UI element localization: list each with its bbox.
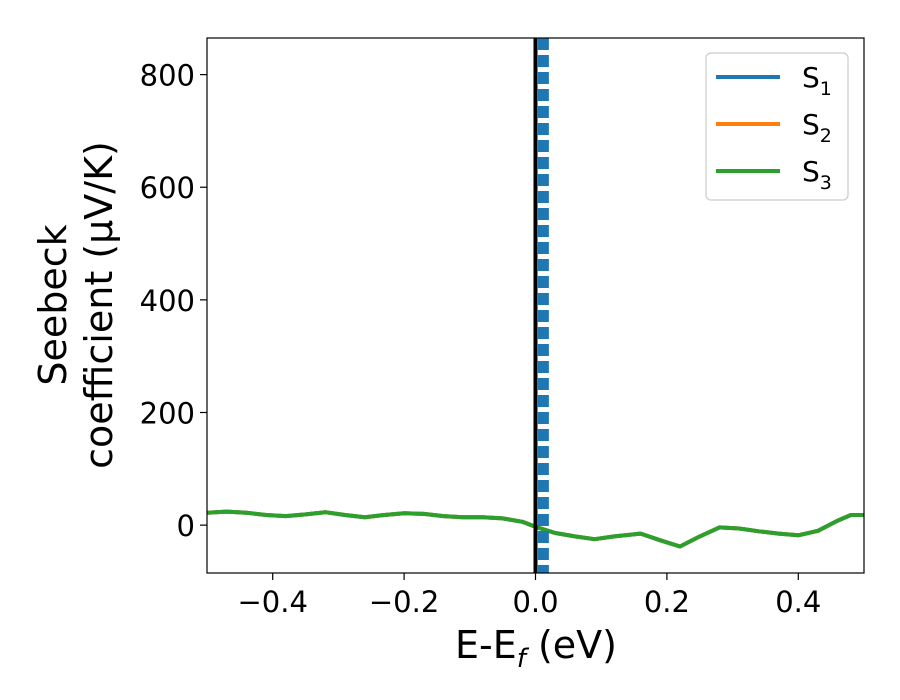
y-tick-label: 600 (140, 171, 195, 205)
x-tick-label: 0.4 (775, 585, 821, 619)
plot-lines (207, 38, 864, 573)
x-tick-label: −0.2 (369, 585, 439, 619)
y-axis: 0 200 400 600 800 (140, 59, 207, 543)
x-tick-label: −0.4 (237, 585, 307, 619)
legend-label-s3: S3 (802, 155, 832, 194)
y-tick-label: 200 (140, 397, 195, 431)
y-tick-label: 400 (140, 284, 195, 318)
legend-label-s2: S2 (802, 108, 832, 147)
x-axis: −0.4 −0.2 0.0 0.2 0.4 (237, 573, 821, 619)
x-tick-label: 0.2 (644, 585, 690, 619)
y-axis-title-line1: Seebeck (31, 224, 75, 385)
y-axis-title: Seebeck coefficient (μV/K) (31, 141, 121, 469)
y-axis-title-line2: coefficient (μV/K) (77, 141, 121, 469)
y-tick-label: 800 (140, 59, 195, 93)
x-tick-label: 0.0 (512, 585, 558, 619)
legend: S1 S2 S3 (705, 52, 849, 201)
y-tick-label: 0 (177, 509, 195, 543)
legend-box (705, 52, 849, 201)
legend-label-s1: S1 (802, 61, 832, 100)
x-axis-title: E-Ef (eV) (455, 623, 617, 674)
plot-area (206, 37, 865, 574)
